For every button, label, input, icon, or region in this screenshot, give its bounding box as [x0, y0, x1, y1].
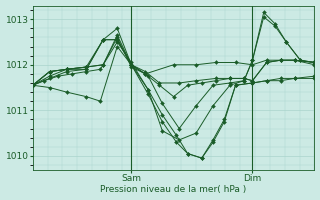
- X-axis label: Pression niveau de la mer( hPa ): Pression niveau de la mer( hPa ): [100, 185, 247, 194]
